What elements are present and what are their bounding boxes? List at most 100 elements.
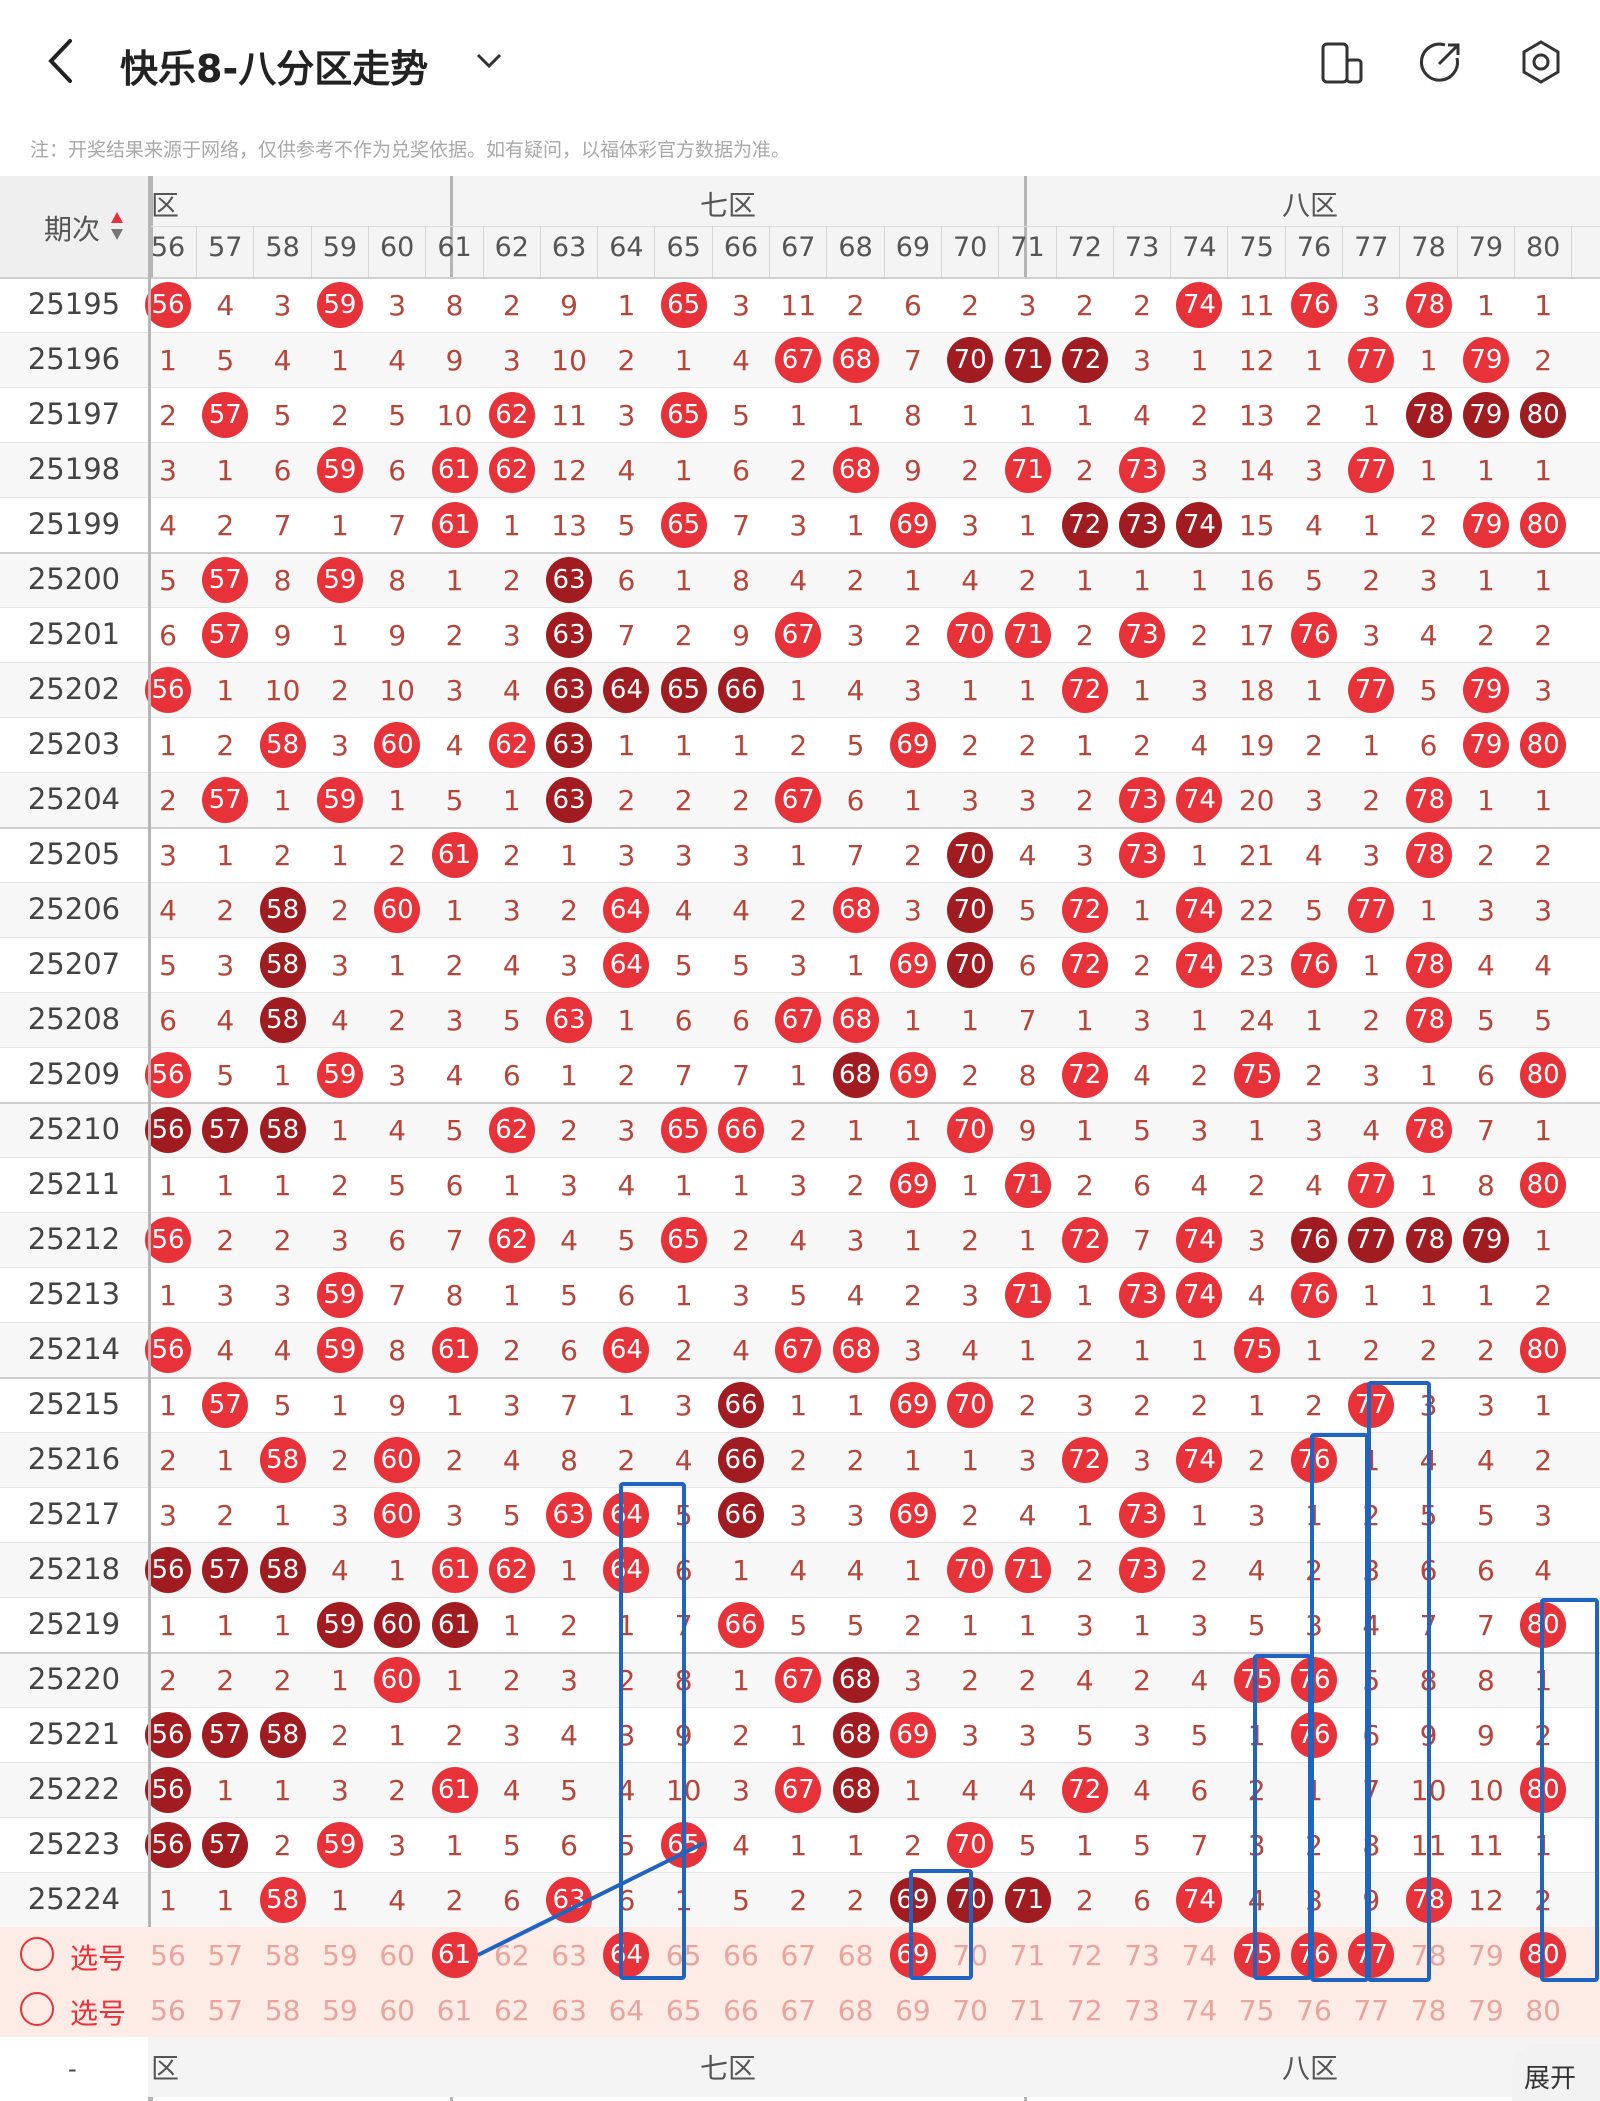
drawn-ball: 78 [1405, 282, 1452, 328]
selectable-number[interactable]: 72 [1066, 1939, 1103, 1972]
selectable-number[interactable]: 76 [1296, 1994, 1332, 2027]
selectable-number[interactable]: 71 [1009, 1994, 1046, 2027]
miss-count: 4 [846, 1554, 865, 1587]
miss-count: 5 [674, 949, 693, 982]
column-header[interactable]: 63 [551, 232, 587, 263]
select-radio-icon[interactable] [20, 1992, 54, 2026]
title-dropdown-chevron-icon[interactable] [474, 50, 504, 72]
selectable-number[interactable]: 62 [493, 1994, 530, 2027]
miss-count: 3 [1133, 1444, 1151, 1477]
selectable-number[interactable]: 71 [1009, 1939, 1046, 1972]
column-header[interactable]: 67 [781, 232, 816, 263]
miss-count: 3 [330, 1224, 349, 1257]
selectable-number[interactable]: 68 [837, 1939, 874, 1972]
selectable-number[interactable]: 79 [1468, 1939, 1504, 1972]
column-header[interactable]: 76 [1296, 232, 1332, 263]
selectable-number[interactable]: 74 [1181, 1939, 1218, 1972]
selectable-number[interactable]: 59 [322, 1994, 358, 2027]
selectable-number[interactable]: 65 [665, 1994, 702, 2027]
share-icon[interactable] [1417, 40, 1463, 86]
settings-icon[interactable] [1518, 38, 1564, 86]
column-header[interactable]: 72 [1067, 232, 1102, 263]
expand-button[interactable]: 展开 [1512, 2044, 1600, 2101]
column-header[interactable]: 69 [895, 232, 931, 263]
column-header[interactable]: 59 [322, 232, 358, 263]
selectable-number[interactable]: 73 [1124, 1939, 1160, 1972]
column-header[interactable]: 78 [1411, 232, 1446, 263]
selection-label[interactable]: 选号 [70, 1942, 127, 1975]
column-header[interactable]: 65 [666, 232, 701, 263]
sort-icon[interactable] [110, 210, 124, 242]
period-header[interactable]: 期次 [0, 176, 148, 277]
column-header[interactable]: 61 [437, 232, 472, 263]
column-header[interactable]: 66 [723, 232, 759, 263]
miss-count: 3 [330, 729, 349, 762]
column-header[interactable]: 80 [1526, 232, 1561, 263]
miss-count: 10 [436, 399, 473, 432]
column-header[interactable]: 73 [1124, 232, 1160, 263]
selectable-number[interactable]: 64 [608, 1994, 645, 2027]
selectable-number[interactable]: 66 [723, 1994, 759, 2027]
selectable-number[interactable]: 79 [1468, 1994, 1504, 2027]
miss-count: 3 [560, 1664, 578, 1697]
miss-count: 1 [1075, 1114, 1094, 1147]
column-header[interactable]: 58 [265, 232, 300, 263]
selectable-number[interactable]: 58 [264, 1939, 301, 1972]
selectable-number[interactable]: 60 [379, 1939, 415, 1972]
device-icon[interactable] [1320, 40, 1366, 86]
column-header[interactable]: 62 [494, 232, 529, 263]
selectable-number[interactable]: 56 [150, 1994, 186, 2027]
selected-ball[interactable]: 77 [1348, 1932, 1395, 1978]
selectable-number[interactable]: 61 [436, 1994, 473, 2027]
selectable-number[interactable]: 80 [1525, 1994, 1561, 2027]
selectable-number[interactable]: 58 [264, 1994, 301, 2027]
column-header[interactable]: 56 [150, 232, 186, 263]
miss-count: 1 [1190, 564, 1209, 597]
miss-count: 4 [1247, 1279, 1266, 1312]
miss-count: 1 [502, 1609, 521, 1642]
selectable-number[interactable]: 57 [207, 1939, 244, 1972]
drawn-ball: 73 [1119, 447, 1166, 493]
selectable-number[interactable]: 67 [780, 1939, 817, 1972]
selectable-number[interactable]: 78 [1410, 1994, 1447, 2027]
selectable-number[interactable]: 70 [952, 1994, 988, 2027]
column-header[interactable]: 74 [1182, 232, 1217, 263]
selectable-number[interactable]: 66 [723, 1939, 759, 1972]
selection-label[interactable]: 选号 [70, 1997, 127, 2030]
column-header[interactable]: 75 [1239, 232, 1274, 263]
selectable-number[interactable]: 59 [322, 1939, 358, 1972]
miss-count: 3 [1018, 784, 1037, 817]
miss-count: 4 [674, 1444, 693, 1477]
back-icon[interactable] [40, 38, 80, 84]
column-header[interactable]: 77 [1354, 232, 1389, 263]
selectable-number[interactable]: 73 [1124, 1994, 1160, 2027]
selectable-number[interactable]: 75 [1238, 1994, 1275, 2027]
selectable-number[interactable]: 67 [780, 1994, 817, 2027]
drawn-ball: 56 [145, 1767, 191, 1813]
selectable-number[interactable]: 72 [1066, 1994, 1103, 2027]
column-header[interactable]: 79 [1468, 232, 1504, 263]
selectable-number[interactable]: 56 [150, 1939, 186, 1972]
selectable-number[interactable]: 68 [837, 1994, 874, 2027]
selected-ball[interactable]: 61 [431, 1932, 478, 1978]
selectable-number[interactable]: 63 [551, 1939, 587, 1972]
select-radio-icon[interactable] [20, 1937, 54, 1971]
column-header[interactable]: 57 [208, 232, 243, 263]
column-header[interactable]: 64 [609, 232, 644, 263]
selectable-number[interactable]: 77 [1353, 1994, 1390, 2027]
selected-ball[interactable]: 64 [603, 1932, 650, 1978]
selectable-number[interactable]: 69 [895, 1994, 931, 2027]
column-header[interactable]: 68 [838, 232, 873, 263]
selectable-number[interactable]: 57 [207, 1994, 244, 2027]
period-number: 25196 [27, 342, 121, 376]
miss-count: 3 [1075, 839, 1094, 872]
column-header[interactable]: 60 [380, 232, 415, 263]
column-header[interactable]: 71 [1010, 232, 1045, 263]
selectable-number[interactable]: 74 [1181, 1994, 1218, 2027]
miss-count: 3 [502, 1719, 521, 1752]
selectable-number[interactable]: 60 [379, 1994, 415, 2027]
column-header[interactable]: 70 [953, 232, 988, 263]
drawn-ball: 65 [660, 1217, 707, 1263]
selectable-number[interactable]: 63 [551, 1994, 587, 2027]
miss-count: 2 [846, 564, 865, 597]
